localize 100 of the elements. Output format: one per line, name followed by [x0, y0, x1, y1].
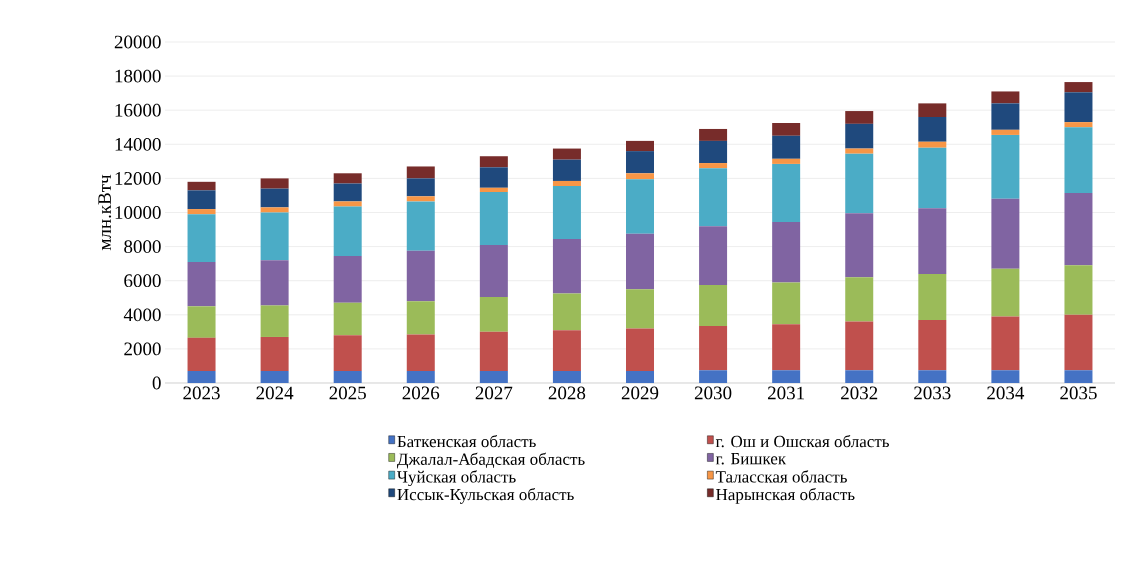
bar	[333, 335, 362, 372]
bar	[699, 325, 728, 371]
bar	[1064, 127, 1093, 193]
bar	[845, 148, 874, 154]
bar	[845, 370, 874, 383]
x-tick-label: 2026	[402, 386, 440, 400]
bar	[260, 207, 289, 213]
bar	[772, 370, 801, 383]
bar	[626, 289, 654, 329]
legend-label: Таласская область	[715, 470, 847, 483]
bar	[699, 284, 728, 326]
bar	[699, 168, 728, 227]
bar	[772, 324, 801, 371]
bar	[406, 201, 435, 251]
bar	[626, 151, 654, 174]
bar	[1064, 192, 1093, 266]
bar	[333, 371, 362, 383]
bar	[552, 293, 581, 331]
x-tick-label: 2023	[183, 386, 220, 400]
x-tick-label: 2032	[841, 386, 878, 400]
bar	[772, 158, 801, 164]
bar	[552, 148, 581, 160]
y-tick-label: 2000	[124, 342, 161, 356]
bar	[1064, 370, 1093, 383]
bar	[772, 221, 801, 283]
bar	[845, 123, 874, 149]
bar	[1064, 314, 1093, 371]
bar	[1064, 92, 1093, 123]
bar	[406, 178, 435, 197]
bar	[479, 371, 508, 383]
bar	[845, 277, 874, 322]
bar	[187, 261, 216, 307]
bar	[406, 250, 435, 302]
bar	[406, 196, 435, 202]
bar	[187, 306, 216, 338]
bar	[187, 214, 216, 262]
x-tick-label: 2028	[548, 386, 586, 400]
bar	[552, 180, 581, 187]
bar	[260, 260, 289, 306]
bar	[845, 111, 874, 124]
bar	[772, 135, 801, 159]
legend-label: Нарынская область	[716, 487, 855, 504]
y-tick-label: 20000	[114, 35, 161, 49]
legend-label: г. Бишкек	[715, 453, 787, 465]
bar	[626, 140, 654, 152]
bar	[1064, 122, 1093, 128]
bar	[699, 370, 728, 383]
y-tick-label: 14000	[115, 137, 161, 151]
bar	[626, 328, 654, 372]
bar	[333, 255, 362, 303]
bar	[991, 91, 1020, 104]
bar	[260, 188, 289, 208]
bar	[260, 212, 289, 261]
bar	[699, 140, 728, 164]
y-tick-label: 16000	[115, 103, 161, 117]
bar	[552, 330, 581, 372]
bar	[772, 122, 801, 136]
bar	[187, 190, 216, 210]
bar	[260, 371, 289, 383]
bar	[333, 183, 362, 202]
bar	[626, 179, 654, 234]
bar	[845, 321, 874, 371]
x-tick-label: 2030	[694, 386, 732, 400]
bar	[406, 371, 435, 383]
bar	[991, 268, 1020, 317]
y-tick-label: 12000	[115, 172, 161, 185]
bar	[991, 103, 1020, 130]
bar	[479, 167, 508, 188]
y-tick-label: 4000	[123, 308, 161, 322]
bar	[479, 296, 508, 332]
bar	[260, 336, 289, 372]
bar	[260, 178, 289, 189]
bar	[991, 129, 1020, 135]
x-tick-label: 2024	[256, 386, 294, 400]
bar	[626, 173, 654, 180]
bar	[918, 208, 947, 274]
bar	[479, 244, 508, 297]
bar	[699, 226, 728, 285]
bar	[333, 173, 362, 184]
y-axis-title: млн.кВтч	[98, 174, 112, 251]
x-tick-label: 2035	[1060, 386, 1097, 400]
bar	[333, 206, 362, 256]
bar	[1064, 82, 1093, 93]
y-tick-label: 18000	[115, 69, 161, 83]
bar	[260, 305, 289, 337]
bar	[772, 163, 801, 222]
bar	[479, 187, 508, 193]
y-tick-label: 6000	[124, 274, 161, 288]
bar	[552, 238, 581, 294]
bar	[845, 153, 874, 214]
bar	[1064, 265, 1093, 315]
bar	[918, 319, 947, 371]
bar	[918, 103, 947, 118]
bar	[406, 334, 435, 372]
bar	[479, 331, 508, 372]
y-tick-label: 10000	[115, 206, 161, 219]
bar	[479, 156, 508, 168]
bar	[552, 159, 581, 181]
bar	[991, 198, 1020, 269]
bar	[699, 163, 728, 169]
